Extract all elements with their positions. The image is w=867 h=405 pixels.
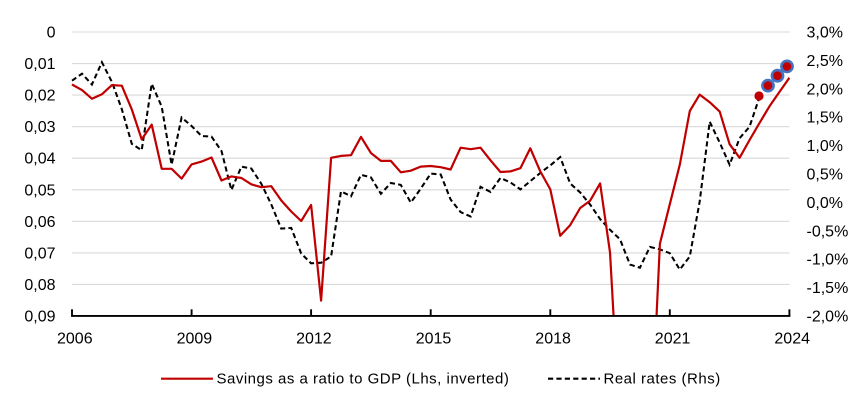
svg-text:Savings as a ratio to GDP (Lhs: Savings as a ratio to GDP (Lhs, inverted…: [217, 371, 510, 388]
svg-text:0,03: 0,03: [24, 119, 55, 136]
svg-text:2015: 2015: [416, 330, 452, 347]
svg-text:1,0%: 1,0%: [807, 138, 843, 155]
svg-text:-2,0%: -2,0%: [807, 309, 849, 326]
svg-text:0,07: 0,07: [24, 245, 55, 262]
svg-text:Real rates (Rhs): Real rates (Rhs): [604, 371, 721, 388]
svg-text:2012: 2012: [296, 330, 332, 347]
svg-text:-0,5%: -0,5%: [807, 223, 849, 240]
svg-text:0,05: 0,05: [24, 182, 55, 199]
svg-text:2006: 2006: [57, 330, 93, 347]
svg-text:2024: 2024: [774, 330, 810, 347]
svg-text:2009: 2009: [177, 330, 213, 347]
svg-text:1,5%: 1,5%: [807, 110, 843, 127]
svg-text:2,5%: 2,5%: [807, 53, 843, 70]
svg-text:3,0%: 3,0%: [807, 25, 843, 42]
svg-text:0,5%: 0,5%: [807, 167, 843, 184]
svg-text:0,0%: 0,0%: [807, 195, 843, 212]
svg-text:0: 0: [47, 25, 56, 42]
svg-text:0,01: 0,01: [24, 56, 55, 73]
svg-text:0,09: 0,09: [24, 309, 55, 326]
svg-text:-1,0%: -1,0%: [807, 252, 849, 269]
svg-text:0,04: 0,04: [24, 151, 55, 168]
svg-text:-1,5%: -1,5%: [807, 280, 849, 297]
svg-text:0,06: 0,06: [24, 214, 55, 231]
svg-text:0,02: 0,02: [24, 88, 55, 105]
svg-text:0,08: 0,08: [24, 277, 55, 294]
svg-text:2021: 2021: [655, 330, 691, 347]
svg-text:2018: 2018: [535, 330, 571, 347]
svg-text:2,0%: 2,0%: [807, 81, 843, 98]
